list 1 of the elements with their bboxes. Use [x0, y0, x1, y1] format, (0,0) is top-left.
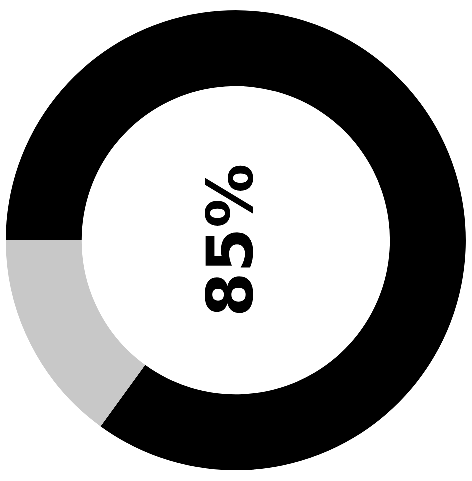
text: 85% — [194, 164, 269, 318]
